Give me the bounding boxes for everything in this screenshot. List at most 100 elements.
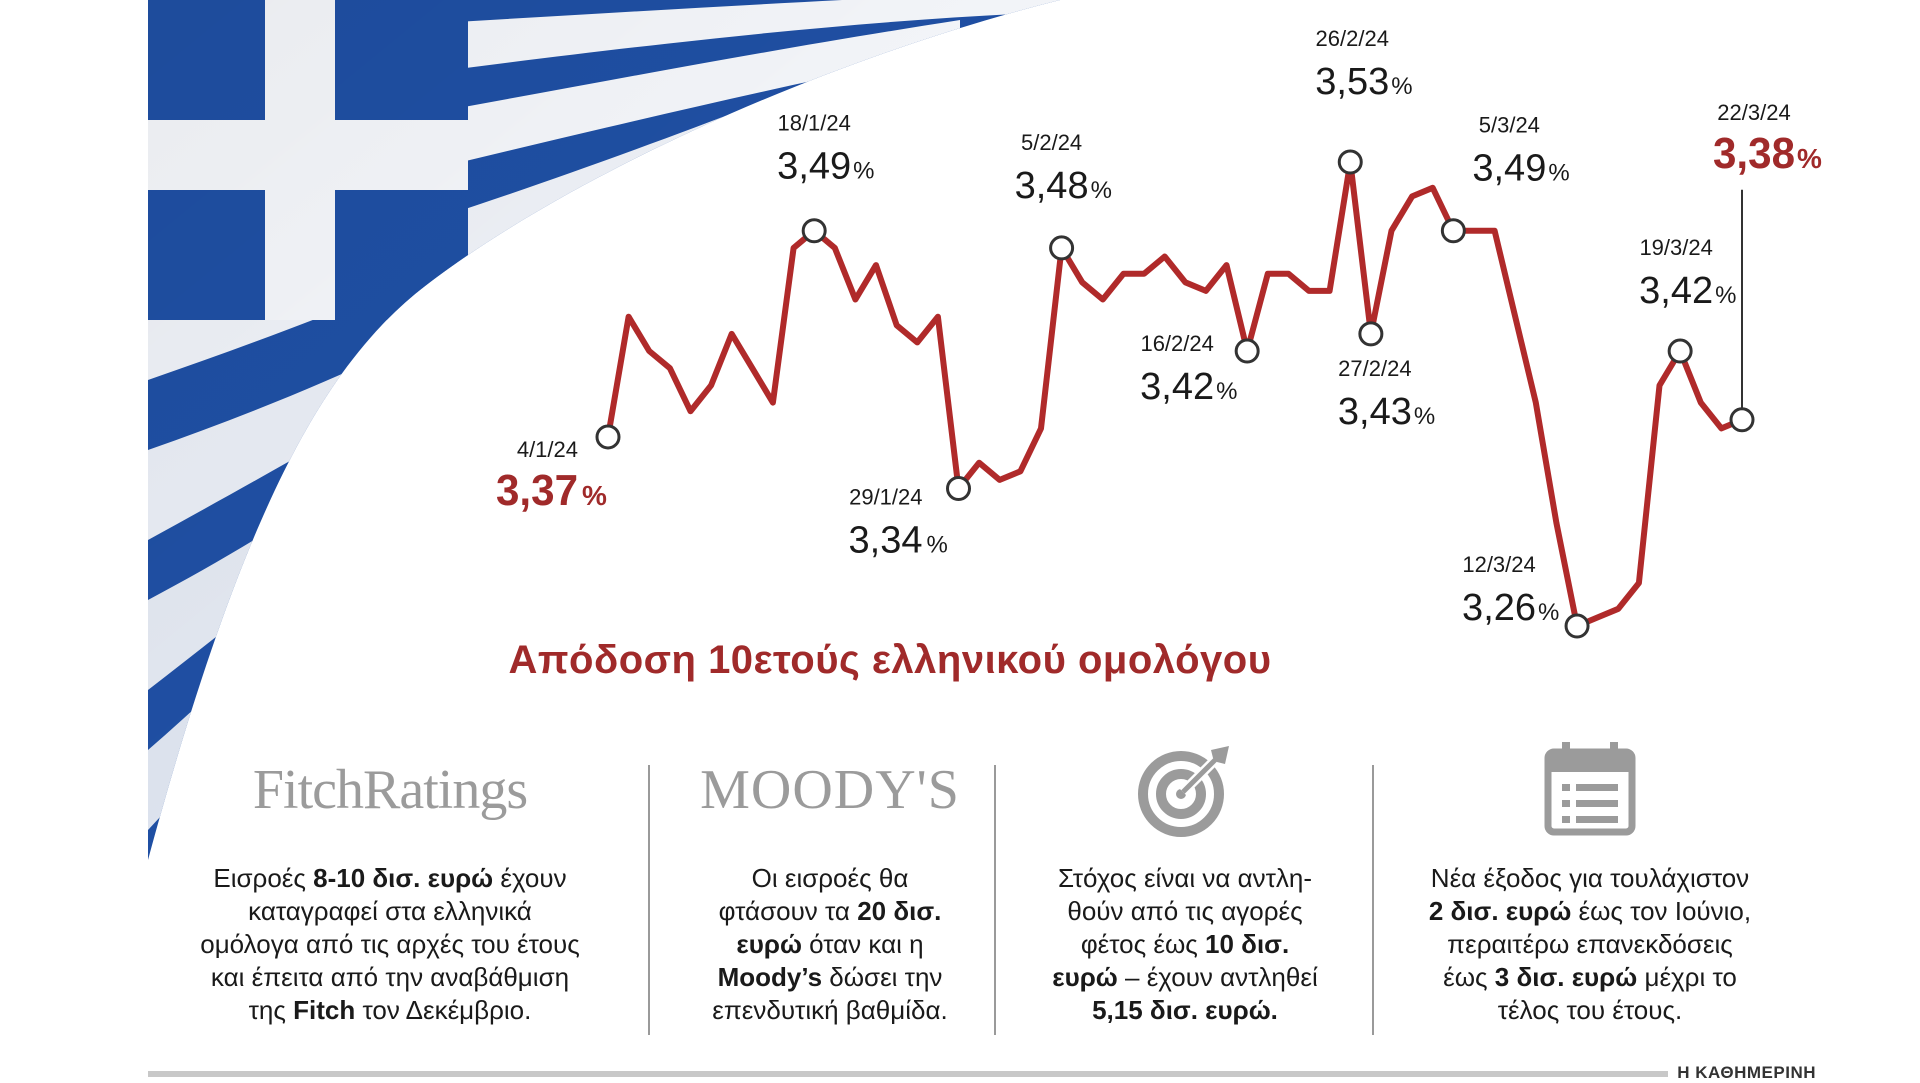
text: όταν και η [801,929,924,959]
value-number: 3,38 [1713,129,1795,178]
text: θούν από τις αγορές [1067,896,1303,926]
date-label: 5/3/24 [1479,113,1540,138]
text: ομόλογα από τις αρχές του έτους [200,929,580,959]
date-label: 5/2/24 [1021,130,1082,155]
value-label: 3,48 [1015,165,1089,207]
text-line: ευρώ – έχουν αντληθεί [1010,961,1360,994]
value-label: 3,42 [1639,270,1713,312]
percent-sign: % [1797,143,1822,174]
text-line: και έπειτα από την αναβάθμιση [150,961,630,994]
moodys-logo-text: MOODY'S [700,759,960,821]
text: Εισροές [213,863,314,893]
text: μέχρι το [1637,962,1737,992]
value-label: 3,37 [496,466,578,515]
data-point-marker [1049,235,1075,261]
percent-sign: % [927,532,948,559]
data-point-marker [1667,338,1693,364]
calendar-icon-wrap [1390,740,1790,840]
info-column-target: Στόχος είναι να αντλη-θούν από τις αγορέ… [1010,740,1360,1027]
bold-text: 5,15 δισ. ευρώ. [1092,995,1278,1025]
bold-text: Moody’s [717,962,823,992]
bold-text: 3 δισ. ευρώ [1494,962,1638,992]
percent-sign: % [1548,160,1569,187]
value-number: 3,48 [1015,165,1089,207]
text-line: επενδυτική βαθμίδα. [670,994,990,1027]
date-label: 27/2/24 [1338,356,1411,381]
text: έως [1443,962,1495,992]
text: φτάσουν τα [718,896,858,926]
text-line: Εισροές 8-10 δισ. ευρώ έχουν [150,862,630,895]
text-line: τέλος του έτους. [1390,994,1790,1027]
percent-sign: % [1414,403,1435,430]
data-point-marker [1234,338,1260,364]
percent-sign: % [582,480,607,511]
value-number: 3,26 [1462,587,1536,629]
percent-sign: % [1091,177,1112,204]
text: Νέα έξοδος για τουλάχιστον [1430,863,1750,893]
value-number: 3,43 [1338,391,1412,433]
value-number: 3,49 [1472,148,1546,190]
data-point-marker [1358,321,1384,347]
value-label: 3,38 [1713,129,1795,178]
column-divider [1372,765,1374,1035]
text-line: φέτος έως 10 δισ. [1010,928,1360,961]
percent-sign: % [1538,599,1559,626]
text: Στόχος είναι να αντλη- [1057,863,1313,893]
value-number: 3,37 [496,466,578,515]
percent-sign: % [1216,378,1237,405]
data-point-marker [946,476,972,502]
moodys-logo: MOODY'S [670,740,990,840]
data-point-marker [595,424,621,450]
text: έχουν [493,863,567,893]
text: φέτος έως [1080,929,1206,959]
bold-text: ευρώ [736,929,802,959]
fitch-logo-text: FitchRatings [252,759,528,821]
percent-sign: % [1391,73,1412,100]
value-label: 3,53 [1315,61,1389,103]
value-label: 3,26 [1462,587,1536,629]
target-icon-wrap [1010,740,1360,840]
bold-text: 2 δισ. ευρώ [1428,896,1572,926]
text: επενδυτική βαθμίδα. [712,995,948,1025]
value-number: 3,49 [777,146,851,188]
date-label: 4/1/24 [517,437,578,462]
text-line: Οι εισροές θα [670,862,990,895]
text-line: Νέα έξοδος για τουλάχιστον [1390,862,1790,895]
percent-sign: % [1715,282,1736,309]
date-label: 19/3/24 [1639,235,1712,260]
text-line: 5,15 δισ. ευρώ. [1010,994,1360,1027]
text: καταγραφεί στα ελληνικά [248,896,532,926]
text-line: θούν από τις αγορές [1010,895,1360,928]
data-point-marker [1729,407,1755,433]
target-text: Στόχος είναι να αντλη-θούν από τις αγορέ… [1010,862,1360,1027]
text: και έπειτα από την αναβάθμιση [210,962,570,992]
calendar-icon [1544,742,1636,836]
text: τον Δεκέμβριο. [355,995,532,1025]
text: δώσει την [822,962,943,992]
value-label: 3,34 [849,520,923,562]
column-divider [994,765,996,1035]
value-number: 3,42 [1639,270,1713,312]
date-label: 16/2/24 [1140,331,1213,356]
text-line: φτάσουν τα 20 δισ. [670,895,990,928]
text: της [248,995,294,1025]
value-label: 3,49 [1472,148,1546,190]
date-label: 22/3/24 [1717,100,1790,125]
text: Οι εισροές θα [751,863,909,893]
info-column-fitch: FitchRatings Εισροές 8-10 δισ. ευρώ έχου… [150,740,630,1027]
calendar-text: Νέα έξοδος για τουλάχιστον 2 δισ. ευρώ έω… [1390,862,1790,1027]
date-label: 12/3/24 [1462,552,1535,577]
column-divider [648,765,650,1035]
publisher-credit: Η ΚΑΘΗΜΕΡΙΝΗ [1677,1063,1816,1082]
text-line: καταγραφεί στα ελληνικά [150,895,630,928]
text-line: Moody’s δώσει την [670,961,990,994]
fitch-ratings-logo: FitchRatings [150,740,630,840]
footer-rule [148,1071,1668,1077]
text-line: 2 δισ. ευρώ έως τον Ιούνιο, [1390,895,1790,928]
bold-text: 8-10 δισ. ευρώ [313,863,494,893]
text: – έχουν αντληθεί [1117,962,1318,992]
data-point-marker [1337,149,1363,175]
bold-text: 10 δισ. [1205,929,1290,959]
